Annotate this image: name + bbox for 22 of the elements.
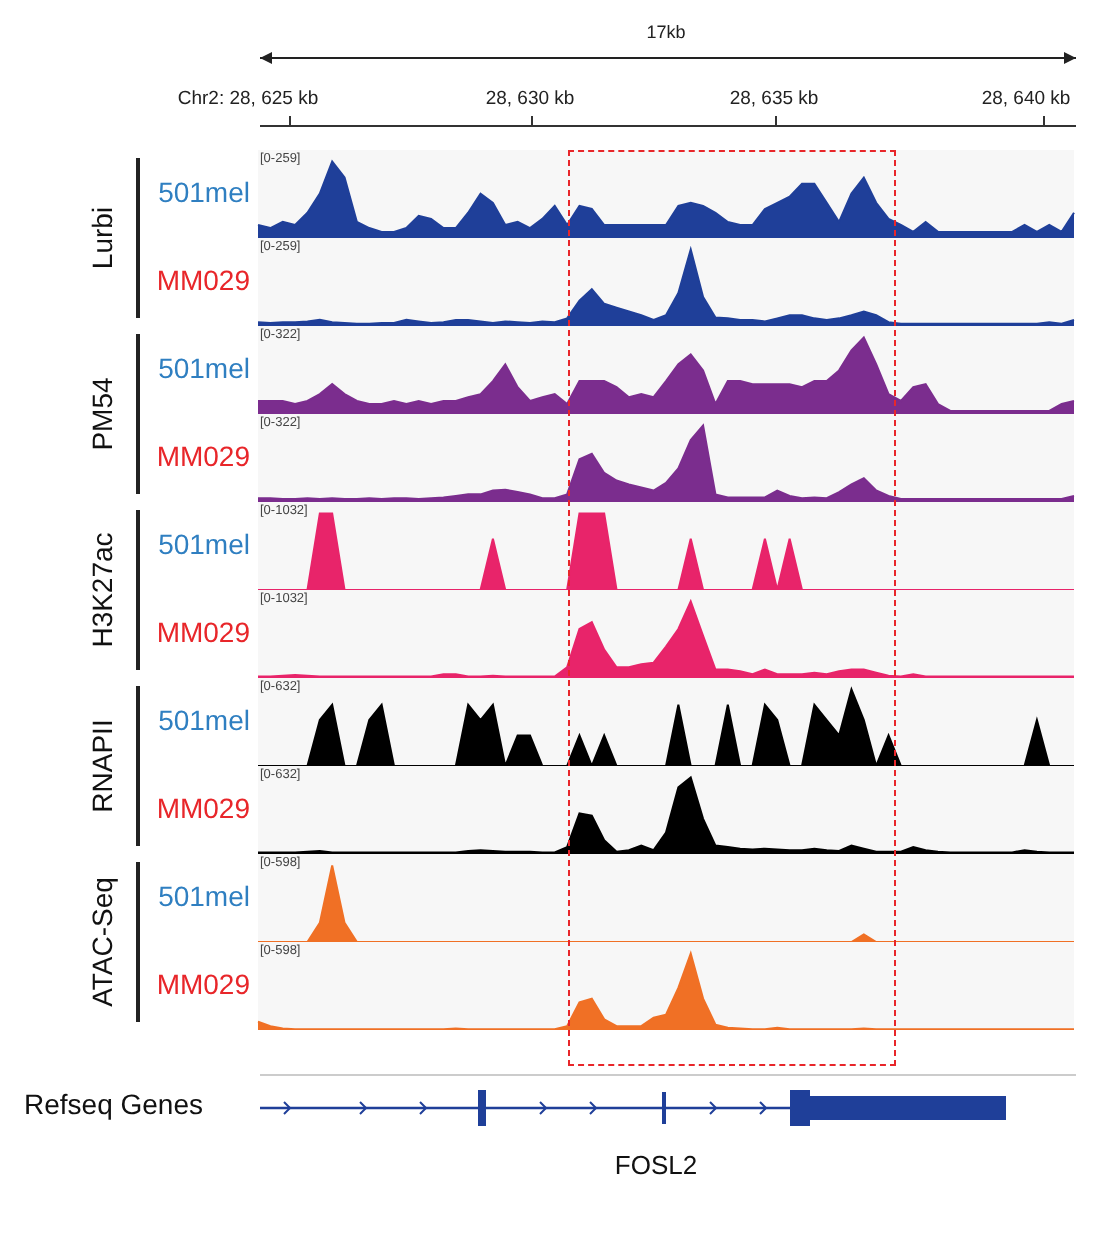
series-label: MM029 bbox=[154, 792, 250, 824]
series-label: MM029 bbox=[154, 616, 250, 648]
text: 17kb bbox=[644, 22, 688, 42]
text: ATAC-Seq bbox=[86, 877, 118, 1007]
text: FOSL2 bbox=[612, 1150, 700, 1180]
text: Chr2: 28, 625 kb bbox=[175, 88, 321, 110]
text: 28, 635 kb bbox=[727, 88, 821, 110]
series-label: MM029 bbox=[154, 264, 250, 296]
series-label: 501mel bbox=[156, 352, 250, 384]
text: H3K27ac bbox=[86, 532, 118, 648]
text: Lurbi bbox=[86, 206, 118, 270]
series-label: 501mel bbox=[156, 528, 250, 560]
series-label: MM029 bbox=[154, 440, 250, 472]
text: 28, 630 kb bbox=[483, 88, 577, 110]
text: 28, 640 kb bbox=[979, 88, 1073, 110]
text: RNAPII bbox=[86, 719, 118, 813]
series-label: MM029 bbox=[154, 968, 250, 1000]
series-label: 501mel bbox=[156, 704, 250, 736]
series-label: 501mel bbox=[156, 880, 250, 912]
text: Refseq Genes bbox=[24, 1088, 203, 1120]
text: PM54 bbox=[86, 377, 118, 451]
series-label: 501mel bbox=[156, 176, 250, 208]
